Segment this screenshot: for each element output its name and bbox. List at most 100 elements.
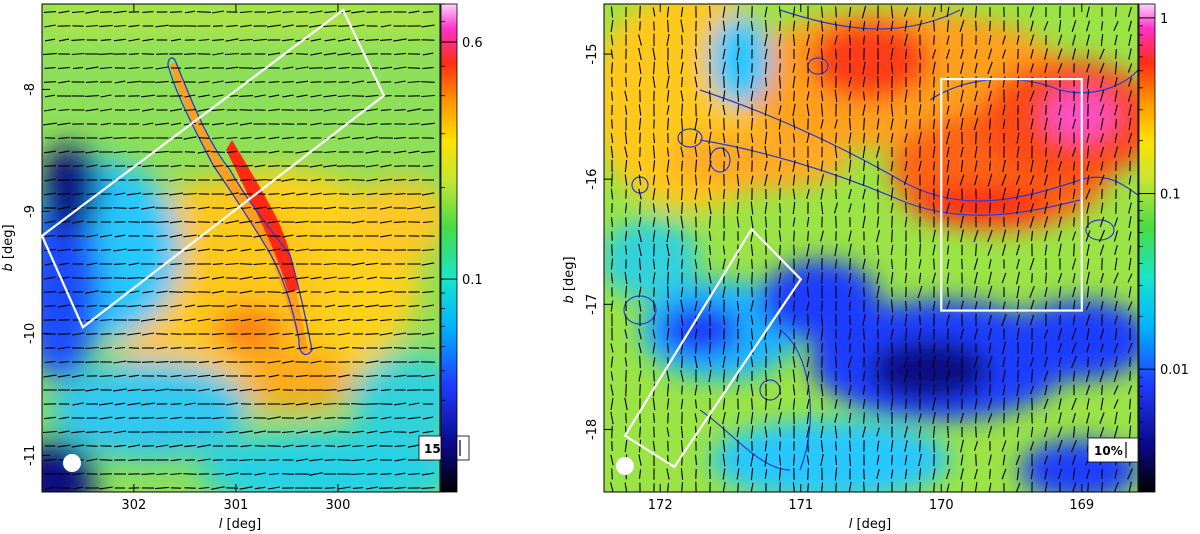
polarization-vector <box>170 164 182 168</box>
polarization-vector <box>1071 327 1077 341</box>
polarization-vector <box>1113 146 1119 158</box>
polarization-vector <box>987 285 993 299</box>
polarization-vector <box>100 108 112 112</box>
polarization-vector <box>1071 231 1077 241</box>
polarization-vector <box>352 444 364 448</box>
polarization-vector <box>142 11 154 13</box>
polarization-vector <box>1086 412 1090 424</box>
polarization-vector <box>918 426 922 438</box>
polarization-vector <box>337 109 351 111</box>
polarization-vector <box>155 24 169 28</box>
polarization-vector <box>946 440 950 452</box>
polarization-vector <box>849 315 851 325</box>
polarization-vector <box>708 175 712 185</box>
left-region-box <box>40 8 386 330</box>
polarization-vector <box>834 454 838 466</box>
polarization-vector <box>820 119 824 129</box>
polarization-vector <box>778 174 782 186</box>
polarization-vector <box>337 318 351 322</box>
polarization-vector <box>1086 63 1090 73</box>
polarization-vector <box>1057 34 1063 46</box>
polarization-vector <box>408 150 420 154</box>
polarization-vector <box>834 342 838 354</box>
polarization-vector <box>792 103 796 117</box>
polarization-vector <box>666 174 670 186</box>
polarization-vector <box>1101 469 1103 479</box>
polarization-vector <box>764 216 768 228</box>
polarization-vector <box>834 119 838 129</box>
polarization-vector <box>1100 397 1104 411</box>
polarization-vector <box>380 24 392 28</box>
polarization-vector <box>141 304 155 308</box>
polarization-vector <box>365 262 379 266</box>
polarization-vector <box>680 188 684 200</box>
polarization-vector <box>170 276 182 280</box>
polarization-vector <box>848 91 852 101</box>
polarization-vector <box>211 290 225 294</box>
polarization-vector <box>820 20 824 32</box>
polarization-vector <box>338 81 350 83</box>
polarization-vector <box>722 34 726 46</box>
polarization-vector <box>352 291 364 293</box>
polarization-vector <box>1099 174 1105 186</box>
polarization-vector <box>295 248 309 252</box>
polarization-vector <box>380 430 392 434</box>
polarization-vector <box>694 355 698 369</box>
polarization-vector <box>666 147 670 157</box>
polarization-vector <box>610 454 614 466</box>
polarization-vector <box>821 356 823 368</box>
polarization-vector <box>793 90 795 102</box>
polarization-vector <box>765 229 767 243</box>
polarization-vector <box>351 10 365 14</box>
polarization-vector <box>295 220 309 224</box>
polarization-vector <box>1001 341 1007 355</box>
polarization-vector <box>792 6 796 18</box>
polarization-vector <box>1127 63 1133 73</box>
polarization-vector <box>71 444 85 448</box>
polarization-vector <box>1087 482 1089 492</box>
polarization-vector <box>365 164 379 168</box>
left-ytick-label: -11 <box>23 445 38 466</box>
polarization-vector <box>1030 188 1034 200</box>
polarization-vector <box>862 91 866 101</box>
polarization-vector <box>779 315 781 325</box>
polarization-vector <box>324 10 336 14</box>
polarization-vector <box>407 206 421 210</box>
polarization-vector <box>680 468 684 480</box>
polarization-vector <box>141 206 155 210</box>
polarization-vector <box>904 327 908 341</box>
polarization-vector <box>267 24 281 28</box>
polarization-vector <box>1086 145 1090 159</box>
polarization-vector <box>113 150 127 154</box>
polarization-vector <box>638 370 642 382</box>
right-xtick-label: 172 <box>648 498 673 513</box>
polarization-vector <box>722 147 726 157</box>
polarization-vector <box>310 122 322 126</box>
polarization-vector <box>1113 399 1119 409</box>
polarization-vector <box>1113 217 1119 227</box>
polarization-vector <box>639 201 641 215</box>
polarization-vector <box>1030 49 1034 59</box>
polarization-vector <box>295 402 309 406</box>
polarization-vector <box>212 263 224 265</box>
polarization-vector <box>891 229 893 243</box>
polarization-vector <box>610 398 614 410</box>
polarization-vector <box>338 179 350 181</box>
polarization-vector <box>323 150 337 154</box>
polarization-vector <box>876 259 880 269</box>
polarization-vector <box>338 374 350 378</box>
polarization-vector <box>667 271 669 285</box>
polarization-vector <box>680 244 684 256</box>
polarization-vector <box>1044 341 1048 355</box>
polarization-vector <box>184 94 196 98</box>
polarization-vector <box>1099 412 1105 424</box>
polarization-vector <box>239 388 253 392</box>
polarization-vector <box>624 159 628 173</box>
polarization-vector <box>862 132 866 144</box>
polarization-vector <box>904 455 908 465</box>
polarization-vector <box>295 458 309 462</box>
polarization-vector <box>239 164 253 168</box>
polarization-vector <box>310 81 322 83</box>
polarization-vector <box>85 24 99 28</box>
polarization-vector <box>904 385 908 395</box>
